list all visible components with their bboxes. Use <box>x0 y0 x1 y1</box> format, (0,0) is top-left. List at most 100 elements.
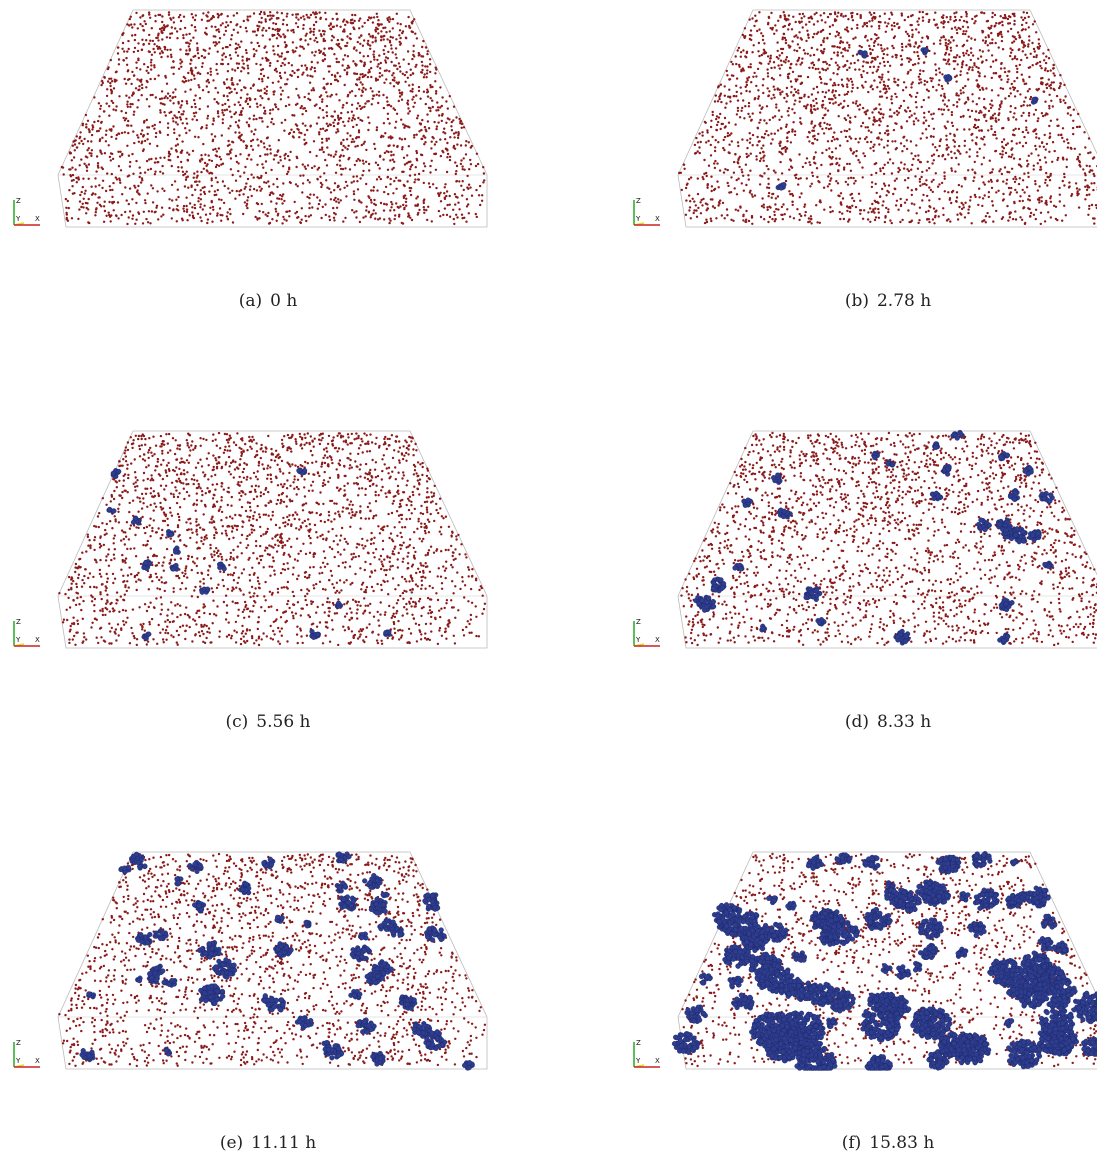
particle <box>401 99 403 101</box>
particle <box>227 140 229 142</box>
particle <box>1015 65 1017 67</box>
particle <box>1047 211 1049 213</box>
particle <box>265 20 267 22</box>
particle <box>995 22 997 24</box>
particle <box>825 69 827 71</box>
particle <box>301 113 303 115</box>
particle <box>1063 184 1065 186</box>
particle <box>992 204 994 206</box>
particle <box>880 108 882 110</box>
particle <box>219 156 221 158</box>
particle <box>402 204 404 206</box>
particle <box>419 98 421 100</box>
particle <box>291 114 293 116</box>
particle <box>172 102 174 104</box>
particle <box>201 66 203 68</box>
particle <box>338 201 340 203</box>
particle <box>415 64 417 66</box>
particle <box>926 169 928 171</box>
particle <box>799 117 801 119</box>
particle <box>429 165 431 167</box>
particle <box>759 111 761 113</box>
particle <box>187 159 189 161</box>
particle <box>272 15 274 17</box>
particle <box>1039 61 1041 63</box>
particle <box>376 129 378 131</box>
particle <box>811 142 813 144</box>
particle <box>445 122 447 124</box>
particle <box>249 106 251 108</box>
particle <box>365 183 367 185</box>
particle <box>400 23 402 25</box>
particle <box>423 209 425 211</box>
particle <box>287 171 289 173</box>
particle <box>122 42 124 44</box>
particle <box>195 67 197 69</box>
particle <box>240 139 242 141</box>
particle <box>376 94 378 96</box>
particle <box>147 72 149 74</box>
particle <box>1061 137 1063 139</box>
particle <box>1093 222 1095 224</box>
particle <box>252 30 254 32</box>
particle <box>908 116 910 118</box>
particle <box>1015 38 1017 40</box>
particle <box>862 65 864 67</box>
particle <box>861 166 863 168</box>
particle <box>840 14 842 16</box>
particle <box>754 98 756 100</box>
particle <box>456 216 458 218</box>
particle <box>90 140 92 142</box>
particle <box>429 58 431 60</box>
particle <box>273 90 275 92</box>
particle <box>313 24 315 26</box>
particle <box>807 34 809 36</box>
particle <box>409 174 411 176</box>
particle <box>786 136 788 138</box>
particle <box>1032 64 1034 66</box>
particle <box>235 180 237 182</box>
particle <box>976 136 978 138</box>
particle <box>873 12 875 14</box>
particle <box>157 34 159 36</box>
particle <box>762 52 764 54</box>
particle <box>444 207 446 209</box>
particle <box>179 59 181 61</box>
particle <box>938 215 940 217</box>
particle <box>111 196 113 198</box>
particle <box>406 162 408 164</box>
particle <box>991 171 993 173</box>
particle <box>1035 218 1037 220</box>
particle <box>842 197 844 199</box>
particle <box>135 12 137 14</box>
particle <box>845 136 847 138</box>
particle <box>137 50 139 52</box>
particle <box>212 149 214 151</box>
particle <box>261 57 263 59</box>
particle <box>352 60 354 62</box>
particle <box>777 57 779 59</box>
particle <box>208 19 210 21</box>
particle <box>710 220 712 222</box>
particle <box>717 121 719 123</box>
particle <box>127 124 129 126</box>
particle <box>933 113 935 115</box>
particle <box>230 79 232 81</box>
particle <box>923 116 925 118</box>
particle <box>971 169 973 171</box>
particle <box>288 215 290 217</box>
particle <box>302 72 304 74</box>
particle <box>832 72 834 74</box>
particle <box>310 14 312 16</box>
particle <box>890 98 892 100</box>
particle <box>376 189 378 191</box>
particle <box>155 132 157 134</box>
particle <box>392 154 394 156</box>
particle <box>422 135 424 137</box>
particle <box>938 84 940 86</box>
particle <box>349 168 351 170</box>
particle <box>689 206 691 208</box>
particle <box>137 42 139 44</box>
particle <box>254 98 256 100</box>
particle <box>864 23 866 25</box>
